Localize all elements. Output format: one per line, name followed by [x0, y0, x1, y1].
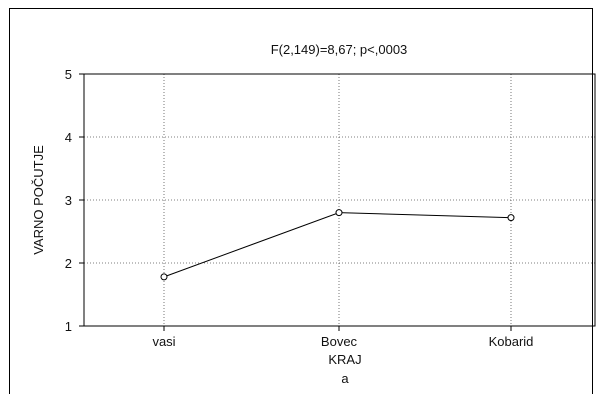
chart-frame — [9, 8, 593, 394]
x-tick-label-vasi: vasi — [152, 334, 175, 349]
y-tick-label: 4 — [65, 130, 72, 145]
figure-sublabel: a — [341, 371, 349, 386]
y-tick-label: 5 — [65, 67, 72, 82]
series-0-line — [163, 212, 512, 278]
y-axis-label: VARNO POČUTJE — [31, 145, 46, 255]
data-point-vasi — [160, 273, 168, 281]
x-axis-label: KRAJ — [328, 352, 361, 367]
y-tick-label: 2 — [65, 256, 72, 271]
chart-title: F(2,149)=8,67; p<,0003 — [271, 42, 408, 57]
y-tick-label: 3 — [65, 193, 72, 208]
x-tick-label-bovec: Bovec — [321, 334, 358, 349]
x-tick-label-kobarid: Kobarid — [489, 334, 534, 349]
data-point-kobarid — [507, 214, 515, 222]
y-tick-label: 1 — [65, 319, 72, 334]
series-line — [163, 212, 512, 278]
data-points — [160, 209, 515, 281]
grid-lines — [84, 74, 595, 326]
data-point-bovec — [335, 209, 343, 217]
axis-ticks: 1 2 3 4 5 vasi Bovec Kobarid — [65, 67, 534, 349]
